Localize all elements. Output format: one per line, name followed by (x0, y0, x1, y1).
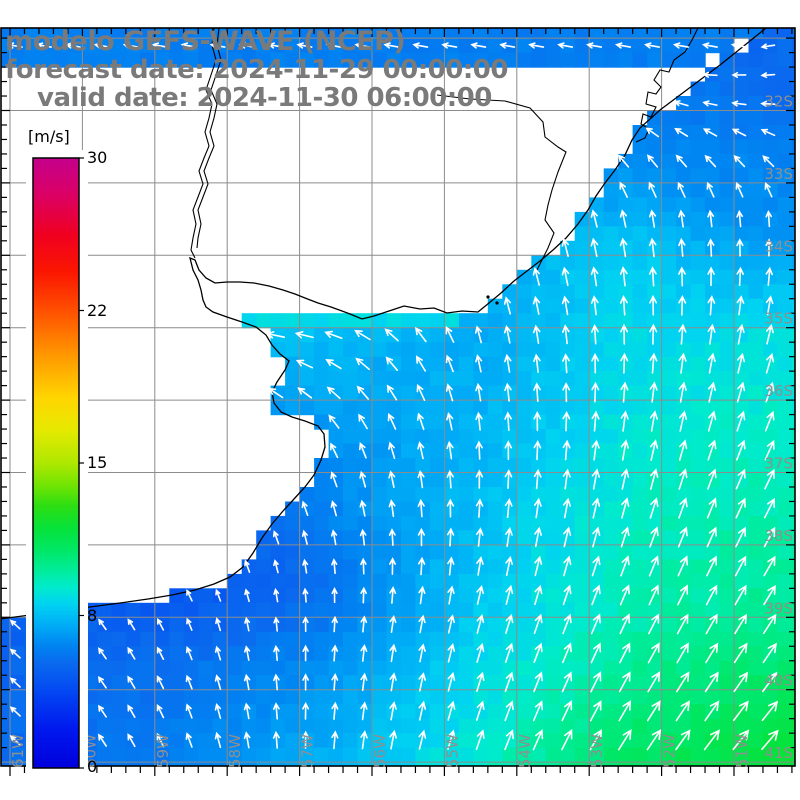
lon-label: 61W (9, 734, 27, 768)
colorbar-tick-22: 22 (87, 301, 108, 320)
axis-ticks (1, 28, 795, 776)
colorbar-tick-8: 8 (87, 606, 98, 625)
forecast-date-label: forecast date: 2024-11-29 00:00:00 (5, 55, 508, 85)
colorbar-tick-15: 15 (87, 453, 108, 472)
lon-label: 56W (371, 734, 389, 768)
coastline-layer (1, 28, 767, 620)
lon-label: 53W (588, 734, 606, 768)
lat-label: 39S (764, 599, 793, 617)
map-border (0, 27, 796, 767)
lat-label: 38S (764, 527, 793, 545)
model-title: modelo GEFS-WAVE (NCEP) (5, 26, 406, 57)
lat-label: 36S (764, 382, 793, 400)
lon-label: 57W (299, 734, 317, 768)
inland-border (436, 94, 567, 271)
lon-label: 51W (733, 734, 751, 768)
colorbar-gradient (32, 157, 80, 769)
colorbar-tick-30: 30 (87, 148, 108, 167)
lon-label: 55W (443, 734, 461, 768)
river-east-bank (196, 28, 222, 249)
valid-date-label: valid date: 2024-11-30 06:00:00 (37, 83, 492, 113)
lat-label: 37S (764, 455, 793, 473)
vector-arrows-layer (6, 42, 779, 751)
graticule (1, 28, 795, 766)
lon-label: 54W (516, 734, 534, 768)
lat-label: 40S (764, 672, 793, 690)
colorbar (26, 150, 88, 778)
colorbar-unit-label: [m/s] (28, 127, 70, 146)
lat-label: 41S (764, 744, 793, 762)
island-dot (495, 301, 499, 305)
lon-label: 52W (661, 734, 679, 768)
river-west-bank (190, 28, 217, 259)
lat-label: 35S (764, 310, 793, 328)
coastal-lagoons (635, 28, 699, 143)
colorbar-tick-0: 0 (87, 757, 98, 776)
lat-label: 33S (764, 165, 793, 183)
coastline (1, 28, 767, 620)
lat-label: 34S (764, 237, 793, 255)
lon-label: 58W (226, 734, 244, 768)
lon-label: 59W (154, 734, 172, 768)
island-dot (486, 295, 490, 299)
lat-label: 32S (764, 93, 793, 111)
